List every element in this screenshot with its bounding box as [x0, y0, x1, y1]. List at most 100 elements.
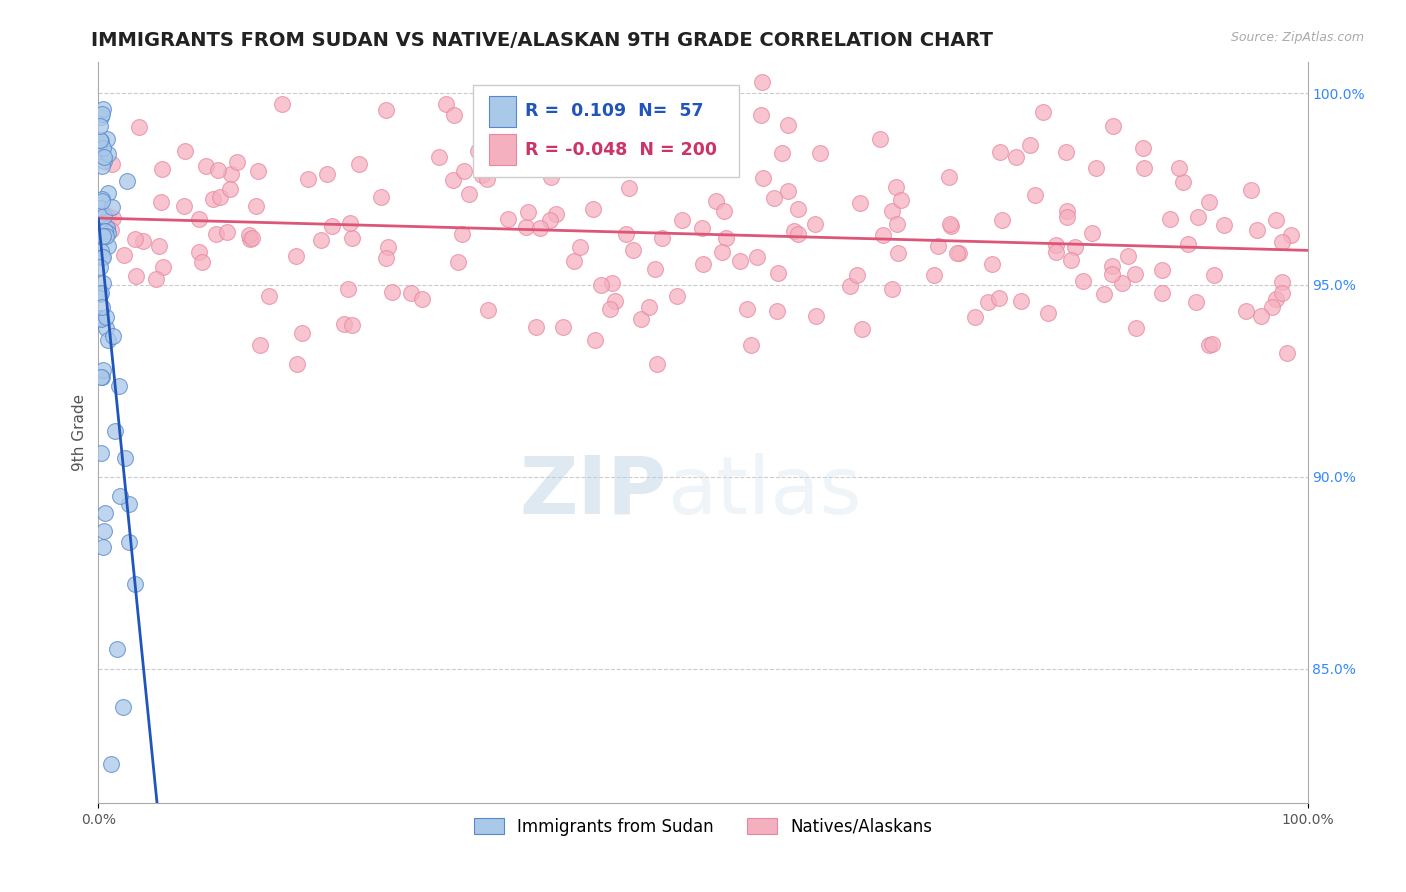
Point — [846, 268, 869, 282]
Point — [880, 282, 903, 296]
Point — [1045, 237, 1067, 252]
Point — [91, 369, 114, 384]
Point — [90, 244, 112, 259]
Point — [1085, 161, 1108, 175]
Point — [965, 310, 987, 324]
Point — [93, 209, 115, 223]
Point — [475, 172, 498, 186]
Point — [1036, 306, 1059, 320]
Point — [291, 326, 314, 340]
Point — [100, 157, 122, 171]
Point — [97, 227, 120, 241]
Point — [644, 261, 666, 276]
Point — [889, 194, 911, 208]
Point — [1123, 267, 1146, 281]
Point — [96, 220, 118, 235]
Point — [517, 205, 540, 219]
Point — [93, 153, 115, 168]
Text: IMMIGRANTS FROM SUDAN VS NATIVE/ALASKAN 9TH GRADE CORRELATION CHART: IMMIGRANTS FROM SUDAN VS NATIVE/ALASKAN … — [91, 31, 994, 50]
Point — [941, 219, 963, 233]
Point — [91, 194, 114, 208]
Point — [108, 378, 131, 392]
Point — [173, 144, 195, 158]
Point — [1271, 235, 1294, 249]
Point — [91, 251, 114, 265]
Point — [93, 276, 115, 290]
Point — [287, 358, 309, 372]
Point — [150, 162, 173, 177]
Point — [1125, 321, 1147, 335]
Point — [987, 292, 1010, 306]
Point — [340, 231, 363, 245]
Point — [101, 329, 124, 343]
Point — [617, 180, 640, 194]
Text: R = -0.048  N = 200: R = -0.048 N = 200 — [526, 141, 717, 159]
Point — [93, 362, 115, 376]
Point — [145, 271, 167, 285]
Point — [447, 254, 470, 268]
Point — [132, 234, 155, 248]
Point — [887, 246, 910, 260]
Point — [751, 75, 773, 89]
Point — [259, 289, 281, 303]
Point — [90, 134, 112, 148]
Point — [991, 212, 1014, 227]
Point — [105, 642, 128, 657]
Point — [91, 102, 114, 116]
Point — [766, 266, 789, 280]
Point — [515, 219, 537, 234]
Point — [730, 254, 752, 268]
Point — [309, 233, 332, 247]
Point — [90, 286, 112, 301]
Point — [89, 120, 111, 134]
Text: ZIP: ZIP — [519, 453, 666, 531]
Point — [1150, 263, 1173, 277]
Point — [1234, 304, 1257, 318]
Point — [188, 245, 211, 260]
FancyBboxPatch shape — [489, 135, 516, 165]
Point — [467, 144, 489, 158]
Point — [381, 285, 404, 299]
Point — [377, 240, 399, 254]
Point — [1045, 244, 1067, 259]
Point — [1004, 149, 1026, 163]
Point — [97, 186, 120, 200]
Point — [477, 303, 499, 318]
Point — [538, 213, 561, 227]
Point — [763, 190, 786, 204]
Point — [562, 253, 585, 268]
Point — [948, 245, 970, 260]
Point — [851, 322, 873, 336]
Point — [370, 190, 392, 204]
Point — [1201, 337, 1223, 351]
Point — [207, 162, 229, 177]
Point — [91, 159, 114, 173]
Point — [89, 286, 111, 301]
Point — [886, 217, 908, 231]
Point — [752, 171, 775, 186]
Point — [245, 198, 267, 212]
Point — [124, 577, 146, 591]
Point — [246, 164, 269, 178]
Point — [191, 254, 214, 268]
Point — [321, 219, 343, 233]
Point — [249, 338, 271, 352]
Point — [90, 250, 112, 264]
Point — [342, 318, 364, 333]
Point — [1185, 295, 1208, 310]
Point — [1279, 227, 1302, 242]
Point — [770, 145, 793, 160]
Point — [349, 157, 371, 171]
Point — [657, 161, 679, 176]
Point — [333, 317, 356, 331]
Point — [529, 221, 551, 235]
Point — [839, 279, 862, 293]
Point — [524, 320, 547, 334]
Point — [927, 239, 949, 253]
Point — [1133, 161, 1156, 175]
Point — [605, 162, 627, 177]
Point — [569, 239, 592, 253]
Point — [226, 155, 249, 169]
Point — [501, 143, 523, 157]
Point — [89, 311, 111, 326]
